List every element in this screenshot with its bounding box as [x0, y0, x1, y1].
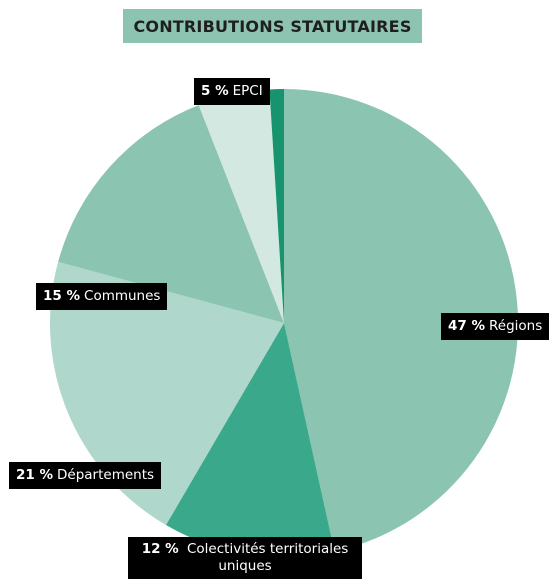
pie-slice-2 [49, 261, 284, 526]
slice-label-departements: 21 % Départements [9, 462, 162, 489]
slice-pct-communes: 15 % [43, 288, 81, 304]
pie-slice-0 [284, 89, 519, 552]
slice-pct-regions: 47 % [448, 318, 486, 334]
pie-slice-4 [198, 89, 284, 323]
pie-slice-3 [58, 105, 284, 323]
slice-label-regions: 47 % Régions [441, 313, 550, 340]
slice-pct-departements: 21 % [16, 467, 54, 483]
slice-pct-collectivites: 12 % [141, 541, 179, 557]
pie-slice-1 [165, 323, 335, 558]
slice-name-epci: EPCI [232, 83, 263, 99]
chart-title: CONTRIBUTIONS STATUTAIRES [123, 9, 422, 43]
slice-name-collectivites: Colectivités territoriales uniques [187, 541, 349, 574]
slice-name-communes: Communes [84, 288, 161, 304]
slice-pct-epci: 5 % [201, 83, 229, 99]
slice-label-collectivites: 12 % Colectivités territoriales uniques [128, 537, 362, 579]
pie-slice-5 [269, 89, 284, 323]
slice-name-departements: Départements [57, 467, 155, 483]
slice-label-communes: 15 % Communes [36, 283, 168, 310]
slice-label-epci: 5 % EPCI [194, 78, 270, 105]
slice-name-regions: Régions [489, 318, 543, 334]
